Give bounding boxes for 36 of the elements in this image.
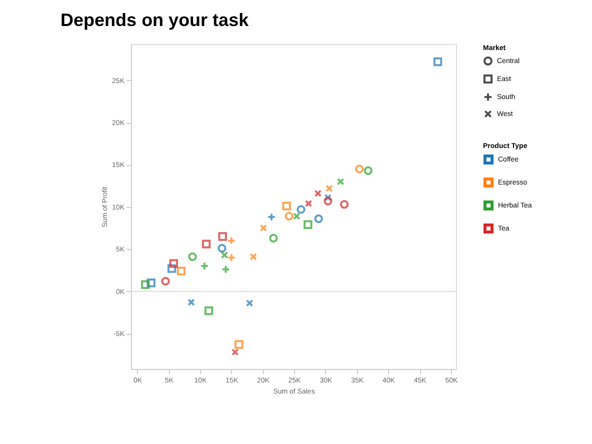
point (167, 264, 176, 273)
point (326, 184, 333, 192)
point (364, 166, 373, 175)
point (304, 220, 312, 230)
point (314, 214, 323, 224)
point (284, 212, 294, 221)
point (176, 266, 186, 276)
point (234, 340, 244, 349)
point (146, 278, 156, 288)
point (340, 200, 349, 209)
point (169, 259, 178, 268)
point (218, 244, 226, 253)
point (260, 224, 268, 232)
point (336, 178, 344, 186)
point (296, 205, 306, 214)
point (355, 164, 364, 174)
point (324, 194, 332, 202)
point (218, 232, 227, 241)
point (246, 299, 254, 307)
point (161, 276, 170, 286)
point (292, 212, 300, 220)
point (188, 298, 195, 306)
point (202, 240, 211, 248)
point (314, 190, 322, 198)
point (304, 200, 312, 208)
point (269, 234, 278, 243)
point (324, 196, 332, 206)
point (204, 306, 214, 316)
point (250, 253, 258, 260)
point (231, 348, 239, 356)
point (282, 202, 291, 210)
point (188, 252, 197, 262)
chart-title: Depends on your task (60, 10, 250, 30)
point (433, 57, 442, 66)
point (141, 280, 150, 289)
point (220, 251, 228, 259)
